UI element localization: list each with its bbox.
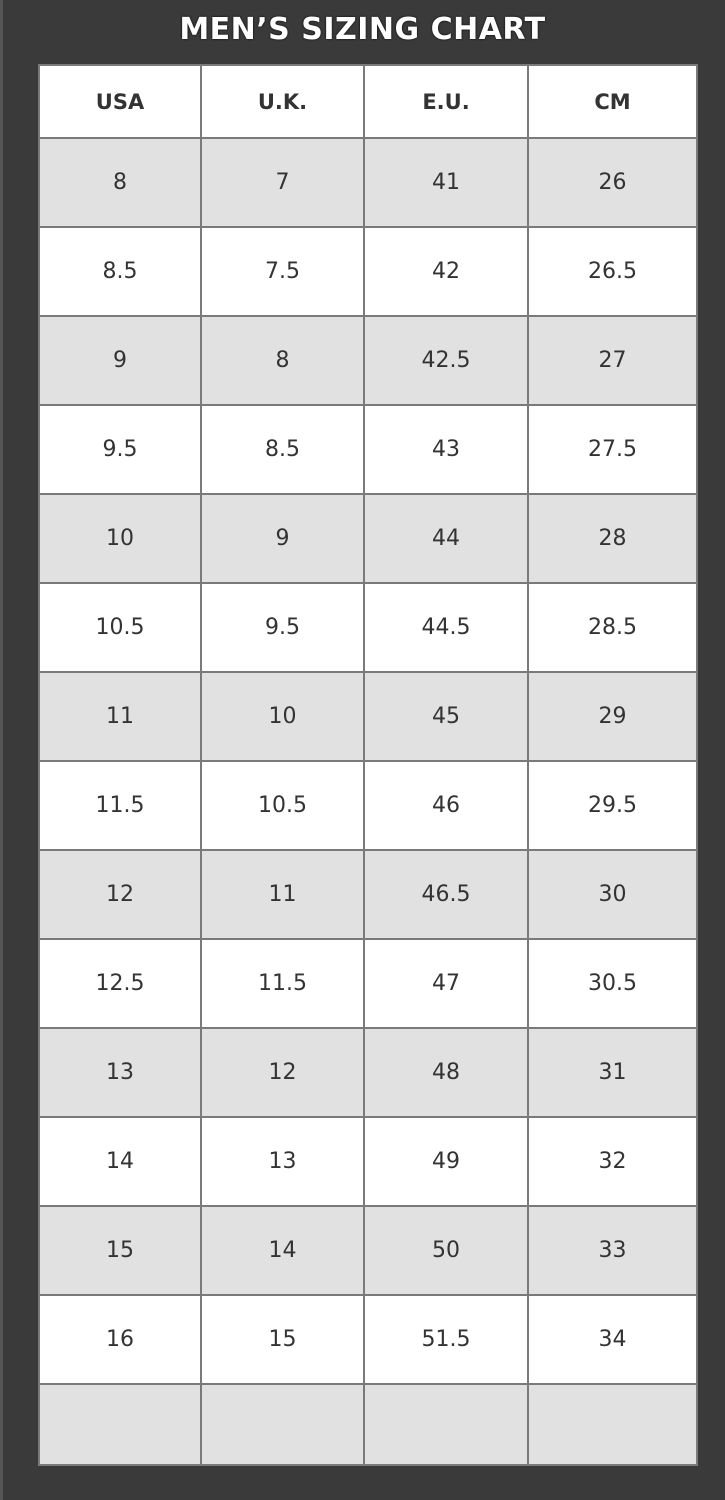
table-cell: 13 (200, 1116, 365, 1207)
table-cell (38, 1383, 202, 1466)
sizing-table: USA U.K. E.U. CM 8 7 41 26 8.5 7.5 42 26.5 9 8 42.5 27… (38, 64, 698, 1466)
table-cell: 9 (38, 315, 202, 406)
table-cell: 8.5 (38, 226, 202, 317)
table-cell: 9 (200, 493, 365, 584)
table-cell: 14 (200, 1205, 365, 1296)
table-cell: 32 (527, 1116, 698, 1207)
table-row: 10.5 9.5 44.5 28.5 (38, 582, 698, 673)
table-cell: 51.5 (363, 1294, 529, 1385)
table-cell: 41 (363, 137, 529, 228)
table-cell: 43 (363, 404, 529, 495)
table-cell: 11 (200, 849, 365, 940)
table-cell: 42 (363, 226, 529, 317)
table-cell: 16 (38, 1294, 202, 1385)
table-cell: 45 (363, 671, 529, 762)
table-cell: 10.5 (200, 760, 365, 851)
table-row: 11 10 45 29 (38, 671, 698, 762)
column-header-cm: CM (527, 64, 698, 139)
table-cell (363, 1383, 529, 1466)
table-cell: 46 (363, 760, 529, 851)
table-row: 9.5 8.5 43 27.5 (38, 404, 698, 495)
table-cell (200, 1383, 365, 1466)
table-row: 9 8 42.5 27 (38, 315, 698, 406)
table-row: 8 7 41 26 (38, 137, 698, 228)
table-row: 12.5 11.5 47 30.5 (38, 938, 698, 1029)
table-cell (527, 1383, 698, 1466)
table-cell: 7 (200, 137, 365, 228)
table-cell: 10.5 (38, 582, 202, 673)
table-cell: 15 (38, 1205, 202, 1296)
table-cell: 29 (527, 671, 698, 762)
table-cell: 11.5 (38, 760, 202, 851)
column-header-eu: E.U. (363, 64, 529, 139)
table-row: 12 11 46.5 30 (38, 849, 698, 940)
header-row: USA U.K. E.U. CM (38, 64, 698, 139)
table-cell: 28.5 (527, 582, 698, 673)
table-row: 11.5 10.5 46 29.5 (38, 760, 698, 851)
table-cell: 12 (200, 1027, 365, 1118)
table-cell: 27 (527, 315, 698, 406)
table-cell: 8 (200, 315, 365, 406)
table-cell: 12 (38, 849, 202, 940)
table-cell: 12.5 (38, 938, 202, 1029)
table-row: 10 9 44 28 (38, 493, 698, 584)
table-cell: 33 (527, 1205, 698, 1296)
table-cell: 34 (527, 1294, 698, 1385)
table-cell: 8 (38, 137, 202, 228)
frame-edge (0, 0, 3, 1500)
table-cell: 42.5 (363, 315, 529, 406)
table-cell: 28 (527, 493, 698, 584)
table-row: 14 13 49 32 (38, 1116, 698, 1207)
table-cell: 10 (200, 671, 365, 762)
table-cell: 29.5 (527, 760, 698, 851)
table-cell: 11 (38, 671, 202, 762)
table-cell: 14 (38, 1116, 202, 1207)
table-cell: 44.5 (363, 582, 529, 673)
table-cell: 15 (200, 1294, 365, 1385)
table-cell: 8.5 (200, 404, 365, 495)
table-cell: 44 (363, 493, 529, 584)
table-cell: 11.5 (200, 938, 365, 1029)
table-cell: 50 (363, 1205, 529, 1296)
table-row: 16 15 51.5 34 (38, 1294, 698, 1385)
table-cell: 7.5 (200, 226, 365, 317)
table-cell: 26 (527, 137, 698, 228)
table-cell: 10 (38, 493, 202, 584)
table-row (38, 1383, 698, 1466)
table-cell: 26.5 (527, 226, 698, 317)
column-header-uk: U.K. (200, 64, 365, 139)
chart-title: MEN’S SIZING CHART (179, 12, 546, 47)
table-cell: 9.5 (38, 404, 202, 495)
table-cell: 30.5 (527, 938, 698, 1029)
table-cell: 49 (363, 1116, 529, 1207)
table-cell: 27.5 (527, 404, 698, 495)
table-cell: 9.5 (200, 582, 365, 673)
table-cell: 13 (38, 1027, 202, 1118)
column-header-usa: USA (38, 64, 202, 139)
table-row: 13 12 48 31 (38, 1027, 698, 1118)
table-row: 15 14 50 33 (38, 1205, 698, 1296)
table-cell: 46.5 (363, 849, 529, 940)
table-cell: 31 (527, 1027, 698, 1118)
table-row: 8.5 7.5 42 26.5 (38, 226, 698, 317)
table-cell: 30 (527, 849, 698, 940)
table-cell: 48 (363, 1027, 529, 1118)
table-cell: 47 (363, 938, 529, 1029)
